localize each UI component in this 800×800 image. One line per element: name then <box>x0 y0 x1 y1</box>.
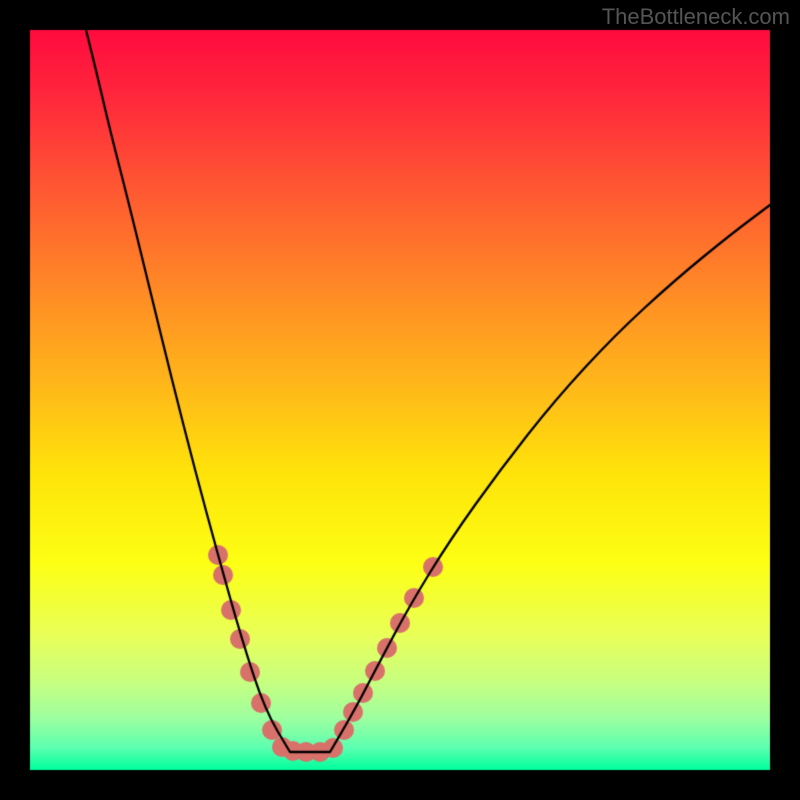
watermark-label: TheBottleneck.com <box>602 4 790 30</box>
chart-container: TheBottleneck.com <box>0 0 800 800</box>
bottleneck-chart-canvas <box>0 0 800 800</box>
